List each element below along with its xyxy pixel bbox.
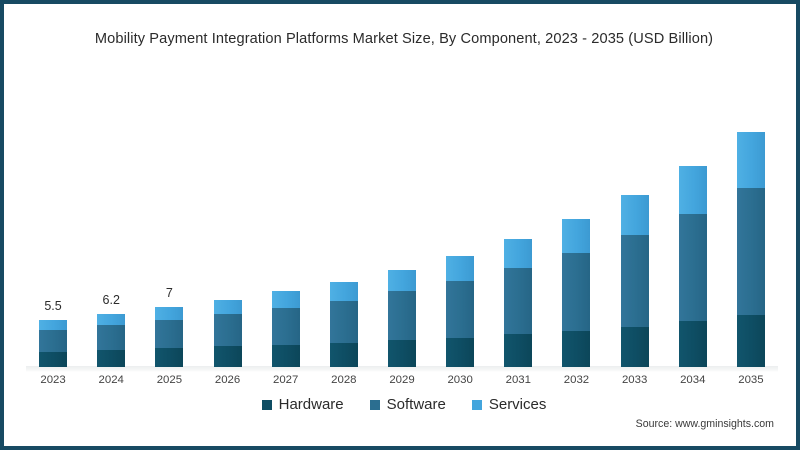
bar-segment-software[interactable] bbox=[678, 213, 707, 322]
stacked-bar[interactable] bbox=[329, 281, 358, 367]
bar-segment-hardware[interactable] bbox=[39, 351, 68, 367]
bar-segment-software[interactable] bbox=[562, 253, 591, 331]
bar-segment-services[interactable] bbox=[329, 281, 358, 301]
bar-segment-services[interactable] bbox=[504, 238, 533, 268]
legend-label: Software bbox=[386, 396, 446, 413]
bar-segment-software[interactable] bbox=[736, 187, 765, 316]
legend: Hardware Software Services bbox=[4, 396, 796, 413]
bar-segment-hardware[interactable] bbox=[155, 348, 184, 367]
stacked-bar[interactable] bbox=[678, 166, 707, 367]
stacked-bar[interactable] bbox=[155, 306, 184, 367]
x-axis-tick-label: 2029 bbox=[389, 374, 415, 386]
x-axis-tick-label: 2027 bbox=[273, 374, 299, 386]
x-axis: 2023 2024 2025 2026 2027 2028 2029 2030 2031 2032… bbox=[24, 374, 780, 394]
bar-segment-hardware[interactable] bbox=[213, 346, 242, 367]
axis-baseline bbox=[26, 366, 778, 372]
bar-value-label: 6.2 bbox=[102, 292, 120, 307]
bar-segment-services[interactable] bbox=[388, 269, 416, 292]
bar-segment-software[interactable] bbox=[620, 235, 649, 327]
source-attribution: Source: www.gminsights.com bbox=[635, 418, 774, 430]
x-axis-tick-label: 2032 bbox=[563, 374, 590, 386]
legend-square-icon bbox=[261, 399, 272, 410]
bar-segment-software[interactable] bbox=[271, 307, 300, 345]
stacked-bar[interactable] bbox=[97, 313, 126, 367]
bar-value-label: 7 bbox=[165, 285, 173, 300]
bar-segment-hardware[interactable] bbox=[97, 349, 126, 367]
bar-segment-services[interactable] bbox=[562, 218, 591, 254]
bar-segment-software[interactable] bbox=[155, 319, 184, 349]
stacked-bar[interactable] bbox=[504, 238, 533, 367]
legend-square-icon bbox=[369, 399, 380, 410]
stacked-bar[interactable] bbox=[388, 269, 416, 367]
bar-segment-hardware[interactable] bbox=[678, 321, 707, 367]
stacked-bar[interactable] bbox=[39, 319, 68, 367]
bar-segment-software[interactable] bbox=[446, 280, 475, 338]
stacked-bar[interactable] bbox=[446, 255, 475, 367]
bar-segment-hardware[interactable] bbox=[504, 334, 533, 367]
page-title: Mobility Payment Integration Platforms M… bbox=[94, 31, 714, 47]
bar-value-label: 5.5 bbox=[44, 298, 62, 313]
bar-segment-hardware[interactable] bbox=[620, 326, 649, 367]
bar-segment-services[interactable] bbox=[155, 306, 184, 320]
legend-item-services[interactable]: Services bbox=[471, 396, 547, 413]
bar-segment-hardware[interactable] bbox=[329, 342, 358, 367]
stacked-bar[interactable] bbox=[736, 131, 765, 367]
stacked-bar[interactable] bbox=[271, 291, 300, 367]
x-axis-tick-label: 2034 bbox=[680, 374, 706, 386]
bar-segment-software[interactable] bbox=[329, 300, 358, 343]
bar-segment-services[interactable] bbox=[39, 319, 68, 330]
x-axis-tick-label: 2025 bbox=[156, 374, 183, 386]
legend-square-icon bbox=[471, 399, 482, 410]
x-axis-tick-label: 2024 bbox=[98, 374, 124, 386]
bar-segment-software[interactable] bbox=[39, 329, 68, 352]
legend-label: Services bbox=[488, 396, 547, 413]
x-axis-tick-label: 2023 bbox=[40, 374, 66, 386]
stacked-bar[interactable] bbox=[562, 218, 591, 367]
x-axis-tick-label: 2030 bbox=[447, 374, 473, 386]
bar-segment-services[interactable] bbox=[213, 299, 242, 315]
bar-segment-software[interactable] bbox=[213, 314, 242, 347]
bar-segment-services[interactable] bbox=[97, 313, 126, 325]
x-axis-tick-label: 2035 bbox=[738, 374, 764, 386]
bar-segment-software[interactable] bbox=[97, 324, 126, 350]
bar-segment-hardware[interactable] bbox=[446, 337, 475, 367]
legend-label: Hardware bbox=[278, 396, 344, 413]
bar-segment-hardware[interactable] bbox=[562, 330, 591, 367]
stacked-bar[interactable] bbox=[213, 299, 242, 367]
legend-item-hardware[interactable]: Hardware bbox=[261, 396, 344, 413]
bar-segment-hardware[interactable] bbox=[736, 315, 765, 367]
legend-item-software[interactable]: Software bbox=[369, 396, 446, 413]
bar-segment-software[interactable] bbox=[388, 291, 416, 341]
x-axis-tick-label: 2033 bbox=[621, 374, 648, 386]
x-axis-tick-label: 2028 bbox=[331, 374, 357, 386]
bar-segment-hardware[interactable] bbox=[388, 340, 416, 367]
bar-segment-services[interactable] bbox=[736, 131, 765, 188]
bar-segment-services[interactable] bbox=[620, 194, 649, 236]
plot-area: 5.5 6.2 7 bbox=[24, 74, 780, 367]
bar-segment-services[interactable] bbox=[678, 166, 707, 214]
stacked-bar[interactable] bbox=[620, 194, 649, 367]
bar-segment-software[interactable] bbox=[504, 267, 533, 335]
bar-segment-services[interactable] bbox=[446, 255, 475, 281]
bar-segment-hardware[interactable] bbox=[271, 344, 300, 367]
bar-segment-services[interactable] bbox=[271, 291, 300, 308]
x-axis-tick-label: 2026 bbox=[214, 374, 241, 386]
x-axis-tick-label: 2031 bbox=[505, 374, 531, 386]
